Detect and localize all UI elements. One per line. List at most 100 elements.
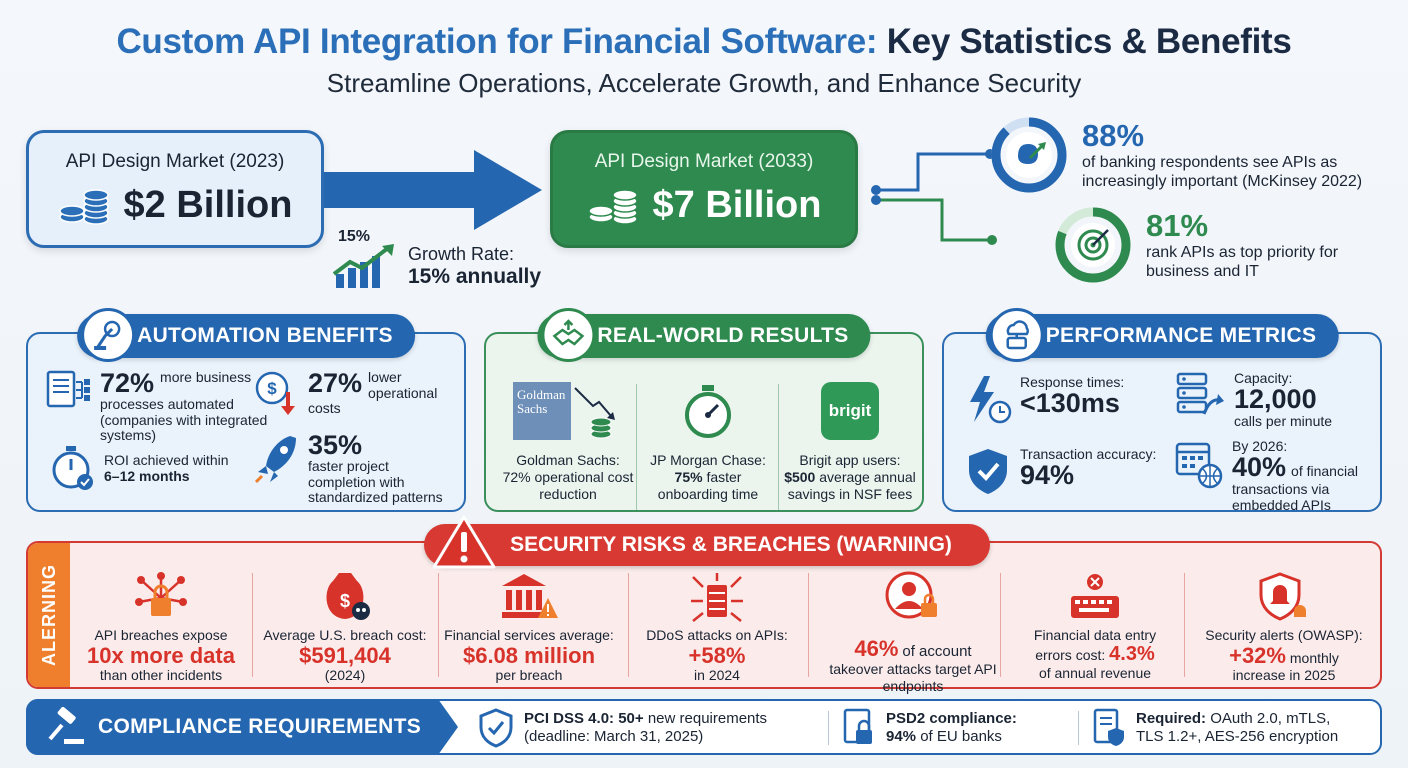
compliance-title: COMPLIANCE REQUIREMENTS [98,715,422,738]
automation-benefits-panel: AUTOMATION BENEFITS 72% more business pr… [26,308,466,512]
jpmorgan-result: faster onboarding time [657,468,759,502]
security-item-us-cost: $ Average U.S. breach cost: $591,404 (20… [260,571,430,684]
takeover-inline: of account [902,643,972,660]
document-lock-icon [843,708,872,744]
ddos-value: +58% [688,642,746,668]
pci-deadline: (deadline: March 31, 2025) [524,728,704,745]
performance-metrics-panel: PERFORMANCE METRICS Response times: <130… [942,308,1382,513]
perf-accuracy: Transaction accuracy: 94% [964,446,1156,496]
accuracy-value: 94% [1020,460,1075,491]
market-2023-value: $2 Billion [123,183,293,226]
capacity-value: 12,000 [1234,384,1317,415]
automation-header: AUTOMATION BENEFITS [77,308,415,362]
roi-text: ROI achieved within [104,452,229,468]
cloud-server-icon [989,308,1044,362]
alerts-bottom: increase in 2025 [1232,666,1336,683]
breaches-top: API breaches expose [94,627,228,643]
lightning-clock-icon [970,376,1012,424]
automation-27-value: 27% [308,368,363,398]
jpmorgan-label: JP Morgan Chase: [650,452,766,468]
stat-81-value: 81% [1146,208,1209,244]
market-2033-card: API Design Market (2033) $7 Billion [550,130,858,248]
automation-metric-35: 35% faster project completion with stand… [254,432,458,506]
psd2-text: of EU banks [920,728,1002,745]
data-entry-value: 4.3% [1109,642,1155,665]
breaches-value: 10x more data [87,642,235,668]
security-item-financial: Financial services average: $6.08 millio… [444,571,614,684]
response-label: Response times: [1020,374,1125,390]
automation-35-value: 35% [308,430,363,460]
brigit-result: average annual savings in NSF fees [787,468,916,502]
perf-response-times: Response times: <130ms [964,374,1124,424]
pci-bold: PCI DSS 4.0: 50+ [524,710,644,727]
alerts-value: +32% [1229,642,1286,668]
calendar-globe-icon [1175,442,1223,489]
automation-metric-72: 72% more business processes automated (c… [46,368,280,444]
shield-check-icon [969,449,1007,494]
market-2033-label: API Design Market (2033) [594,151,814,172]
brain-growth-icon [991,117,1067,193]
alerts-mid: monthly [1289,649,1339,666]
divider [808,573,809,677]
server-share-icon [1176,372,1224,415]
compliance-required: Required: OAuth 2.0, mTLS, TLS 1.2+, AES… [1092,708,1338,748]
target-icon [1055,207,1131,283]
brigit-column: brigit Brigit app users: $500 average an… [780,378,920,502]
real-world-header: REAL-WORLD RESULTS [537,308,871,362]
market-2023-card: API Design Market (2023) $2 Billion [26,130,324,248]
coins-icon [58,189,109,225]
handshake-icon [541,308,596,362]
bank-warning-icon [502,574,558,618]
growth-rate-value: 15% annually [408,265,542,288]
required-text: OAuth 2.0, mTLS, [1210,710,1331,727]
security-risks-panel: ALERNING API breaches expose 10x more da… [26,541,1382,694]
data-entry-bottom: of annual revenue [1038,664,1152,681]
document-shield-icon [1093,708,1124,746]
us-cost-value: $591,404 [299,642,391,668]
coins-icon [587,189,638,225]
automation-72-text-b: processes automated (companies with inte… [100,396,268,444]
divider [1000,573,1001,677]
performance-header: PERFORMANCE METRICS [985,308,1339,362]
divider [778,384,779,510]
title-part-1: Custom API Integration for Financial Sof… [116,22,878,61]
cost-down-coins-icon [574,387,615,439]
automation-72-text-a: more business [160,369,252,385]
automation-title: AUTOMATION BENEFITS [137,324,393,347]
security-side-tab: ALERNING [28,543,70,687]
network-lock-icon [135,572,187,616]
automation-35-text: faster project completion with standardi… [308,458,443,506]
page-subtitle: Streamline Operations, Accelerate Growth… [326,68,1082,98]
financial-bottom: per breach [495,666,563,683]
automation-27-text-b: costs [308,400,341,417]
document-flow-icon [46,370,90,408]
ring-stat-81: 81% rank APIs as top priority for busine… [1054,206,1346,284]
takeover-value: 46% [854,636,899,661]
automation-27-text-a: lower operational [368,369,438,401]
svg-text:$: $ [267,379,277,398]
brigit-value: $500 [784,468,816,485]
required-line2: TLS 1.2+, AES-256 encryption [1136,728,1339,745]
perf-embedded: By 2026: 40% of financial transactions v… [1174,438,1372,513]
performance-title: PERFORMANCE METRICS [1045,324,1317,347]
security-item-takeover: 46% of account takeover attacks target A… [818,571,1008,695]
stat-88-desc: of banking respondents see APIs as incre… [1082,154,1363,190]
compliance-header: COMPLIANCE REQUIREMENTS [26,699,458,755]
keyboard-error-icon [1071,574,1119,618]
title-part-2: Key Statistics & Benefits [886,22,1292,61]
security-item-alerts: Security alerts (OWASP): +32% monthly in… [1194,571,1374,684]
automation-metric-27: $ 27% lower operational costs [254,368,458,417]
market-2023-label: API Design Market (2023) [65,151,285,172]
divider [828,711,829,745]
divider [1184,573,1185,677]
financial-top: Financial services average: [444,627,614,643]
stat-88-value: 88% [1082,118,1145,154]
data-entry-mid: errors cost: [1035,646,1106,663]
automation-72-value: 72% [100,368,155,398]
robot-arm-icon [81,308,136,362]
rocket-icon [254,436,296,484]
divider [628,573,629,677]
goldman-result: 72% operational cost reduction [502,468,634,502]
capacity-label: Capacity: [1234,370,1293,386]
security-item-breaches: API breaches expose 10x more data than o… [76,571,246,684]
